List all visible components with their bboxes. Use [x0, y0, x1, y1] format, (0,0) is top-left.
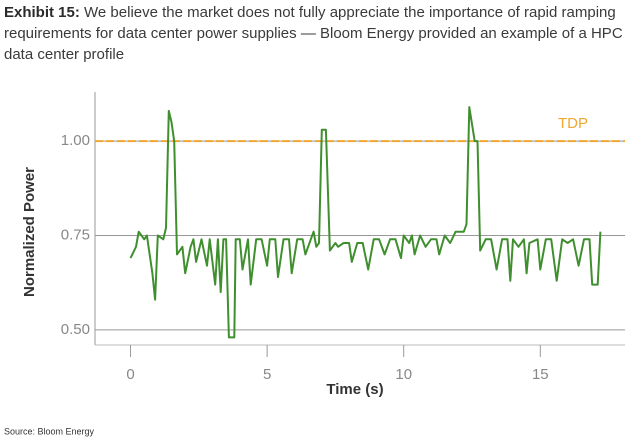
x-axis-title: Time (s): [326, 381, 383, 398]
reference-label: TDP: [558, 115, 588, 132]
exhibit-label: Exhibit 15:: [4, 4, 80, 21]
y-tick-label: 0.50: [61, 321, 90, 338]
data-line: [129, 106, 602, 339]
y-tick-label: 0.75: [61, 226, 90, 243]
x-tick-label: 5: [263, 366, 271, 383]
title-block: Exhibit 15: We believe the market does n…: [4, 2, 629, 65]
x-tick-label: 15: [532, 366, 549, 383]
source: Source: Bloom Energy: [4, 426, 95, 436]
y-tick-label: 1.00: [61, 132, 90, 149]
x-tick-label: 0: [126, 366, 134, 383]
x-tick-label: 10: [395, 366, 412, 383]
y-axis-title: Normalized Power: [21, 167, 38, 297]
chart-title: We believe the market does not fully app…: [4, 4, 623, 63]
